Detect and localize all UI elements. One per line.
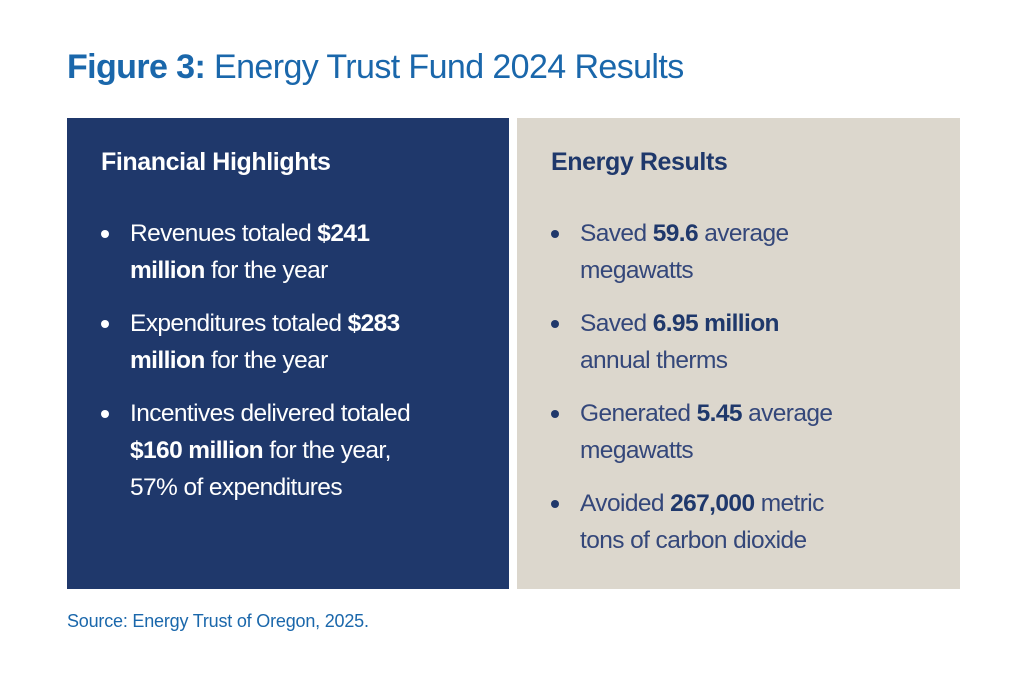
item-text: 57% of expenditures (130, 474, 343, 501)
item-text: megawatts (580, 437, 694, 464)
item-line: $160 million for the year, (130, 432, 509, 469)
item-line: Saved 6.95 million (580, 305, 960, 342)
list-item: Saved 6.95 million annual therms (551, 305, 960, 379)
highlight-value: $283 (347, 310, 401, 337)
highlight-value: 5.45 (696, 400, 743, 427)
item-text: Avoided (580, 490, 671, 517)
item-text: megawatts (580, 257, 694, 284)
financial-highlights-list: Revenues totaled $241 million for the yea… (101, 215, 509, 506)
list-item: Incentives delivered totaled $160 million… (101, 395, 509, 506)
highlight-value: 6.95 million (652, 310, 780, 337)
item-text: annual therms (580, 347, 728, 374)
highlight-value: 59.6 (652, 220, 699, 247)
item-text: for the year, (263, 437, 391, 464)
source-note: Source: Energy Trust of Oregon, 2025. (67, 611, 369, 631)
item-line: tons of carbon dioxide (580, 522, 960, 559)
energy-results-list: Saved 59.6 average megawatts Saved 6.95 mi… (551, 215, 960, 559)
highlight-value: $241 (317, 220, 370, 247)
financial-highlights-panel: Financial Highlights Revenues totaled $2… (67, 118, 509, 589)
item-line: Generated 5.45 average (580, 395, 960, 432)
item-line: 57% of expenditures (130, 469, 509, 506)
item-text: Revenues totaled (130, 220, 318, 247)
item-text: for the year (204, 347, 328, 374)
item-text: average (741, 400, 833, 427)
highlight-value: $160 million (130, 437, 264, 464)
item-text: metric (754, 490, 825, 517)
item-line: Revenues totaled $241 (130, 215, 509, 252)
highlight-value: million (130, 347, 205, 374)
list-item: Expenditures totaled $283 million for the… (101, 305, 509, 379)
item-text: Generated (580, 400, 697, 427)
item-line: Avoided 267,000 metric (580, 485, 960, 522)
item-text: Saved (580, 310, 653, 337)
figure-label: Figure 3: (67, 48, 206, 86)
item-line: megawatts (580, 432, 960, 469)
bullet-icon (101, 410, 109, 418)
bullet-icon (101, 230, 109, 238)
list-item: Revenues totaled $241 million for the yea… (101, 215, 509, 289)
item-text: average (697, 220, 789, 247)
item-line: million for the year (130, 342, 509, 379)
list-item: Saved 59.6 average megawatts (551, 215, 960, 289)
bullet-icon (551, 410, 559, 418)
item-text: Incentives delivered totaled (130, 400, 411, 427)
item-line: Incentives delivered totaled (130, 395, 509, 432)
bullet-icon (551, 230, 559, 238)
bullet-icon (101, 320, 109, 328)
bullet-icon (551, 320, 559, 328)
item-line: megawatts (580, 252, 960, 289)
panel-heading: Financial Highlights (101, 148, 331, 176)
figure-title-text: Energy Trust Fund 2024 Results (214, 48, 684, 86)
figure-title: Figure 3: Energy Trust Fund 2024 Results (67, 48, 684, 87)
item-text: Saved (580, 220, 653, 247)
bullet-icon (551, 500, 559, 508)
energy-results-panel: Energy Results Saved 59.6 average megawat… (517, 118, 960, 589)
list-item: Avoided 267,000 metric tons of carbon dio… (551, 485, 960, 559)
list-item: Generated 5.45 average megawatts (551, 395, 960, 469)
item-line: Saved 59.6 average (580, 215, 960, 252)
highlight-value: million (130, 257, 205, 284)
item-line: Expenditures totaled $283 (130, 305, 509, 342)
item-text: tons of carbon dioxide (580, 527, 807, 554)
item-text: Expenditures totaled (130, 310, 348, 337)
item-line: million for the year (130, 252, 509, 289)
item-text: for the year (204, 257, 328, 284)
panel-heading: Energy Results (551, 148, 728, 176)
item-line: annual therms (580, 342, 960, 379)
highlight-value: 267,000 (670, 490, 755, 517)
